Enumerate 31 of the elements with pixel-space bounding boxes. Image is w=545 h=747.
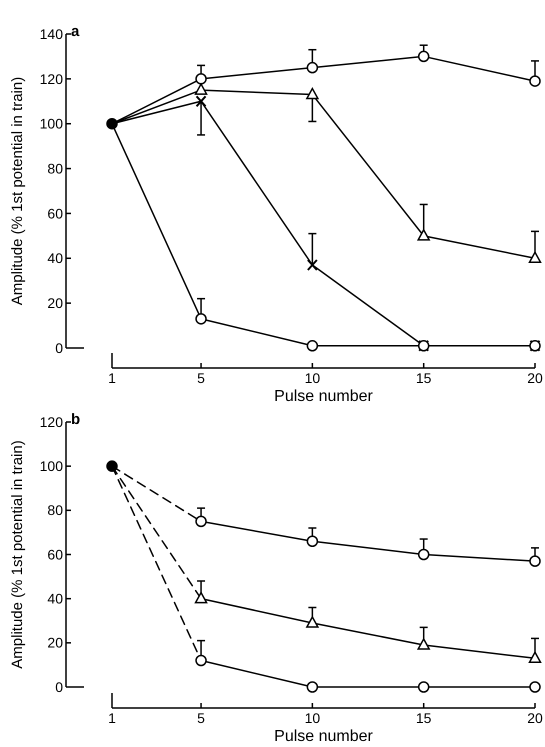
y-axis-title: Amplitude (% 1st potential in train) bbox=[9, 76, 26, 306]
x-tick-label: 5 bbox=[197, 370, 206, 386]
y-tick-label: 120 bbox=[40, 414, 64, 430]
x-tick-label: 15 bbox=[416, 370, 432, 386]
y-tick-label: 40 bbox=[47, 250, 64, 266]
x-tick-label: 1 bbox=[108, 370, 116, 386]
y-tick-label: 0 bbox=[55, 340, 64, 356]
y-tick-label: 60 bbox=[47, 546, 64, 562]
x-tick-label: 20 bbox=[527, 370, 543, 386]
y-tick-label: 120 bbox=[40, 70, 64, 87]
chart-title: a bbox=[71, 23, 80, 40]
chart-title: b bbox=[71, 411, 80, 428]
y-axis-title: Amplitude (% 1st potential in train) bbox=[9, 440, 26, 669]
x-tick-label: 20 bbox=[527, 710, 543, 726]
x-axis-title: Pulse number bbox=[274, 388, 374, 405]
y-tick-label: 80 bbox=[47, 502, 64, 518]
y-tick-label: 20 bbox=[47, 634, 64, 651]
y-tick-label: 0 bbox=[55, 678, 64, 695]
y-tick-label: 40 bbox=[47, 590, 64, 607]
x-axis-title: Pulse number bbox=[274, 728, 374, 745]
x-tick-label: 10 bbox=[304, 710, 320, 726]
x-tick-label: 5 bbox=[197, 710, 206, 726]
y-tick-label: 80 bbox=[47, 160, 64, 176]
y-tick-label: 140 bbox=[40, 26, 64, 42]
x-tick-label: 10 bbox=[304, 370, 320, 386]
y-tick-label: 20 bbox=[47, 295, 64, 312]
x-tick-label: 15 bbox=[416, 710, 432, 726]
y-tick-label: 100 bbox=[40, 116, 64, 132]
x-tick-label: 1 bbox=[108, 710, 116, 726]
y-tick-label: 60 bbox=[47, 205, 64, 222]
y-tick-label: 100 bbox=[40, 458, 64, 474]
